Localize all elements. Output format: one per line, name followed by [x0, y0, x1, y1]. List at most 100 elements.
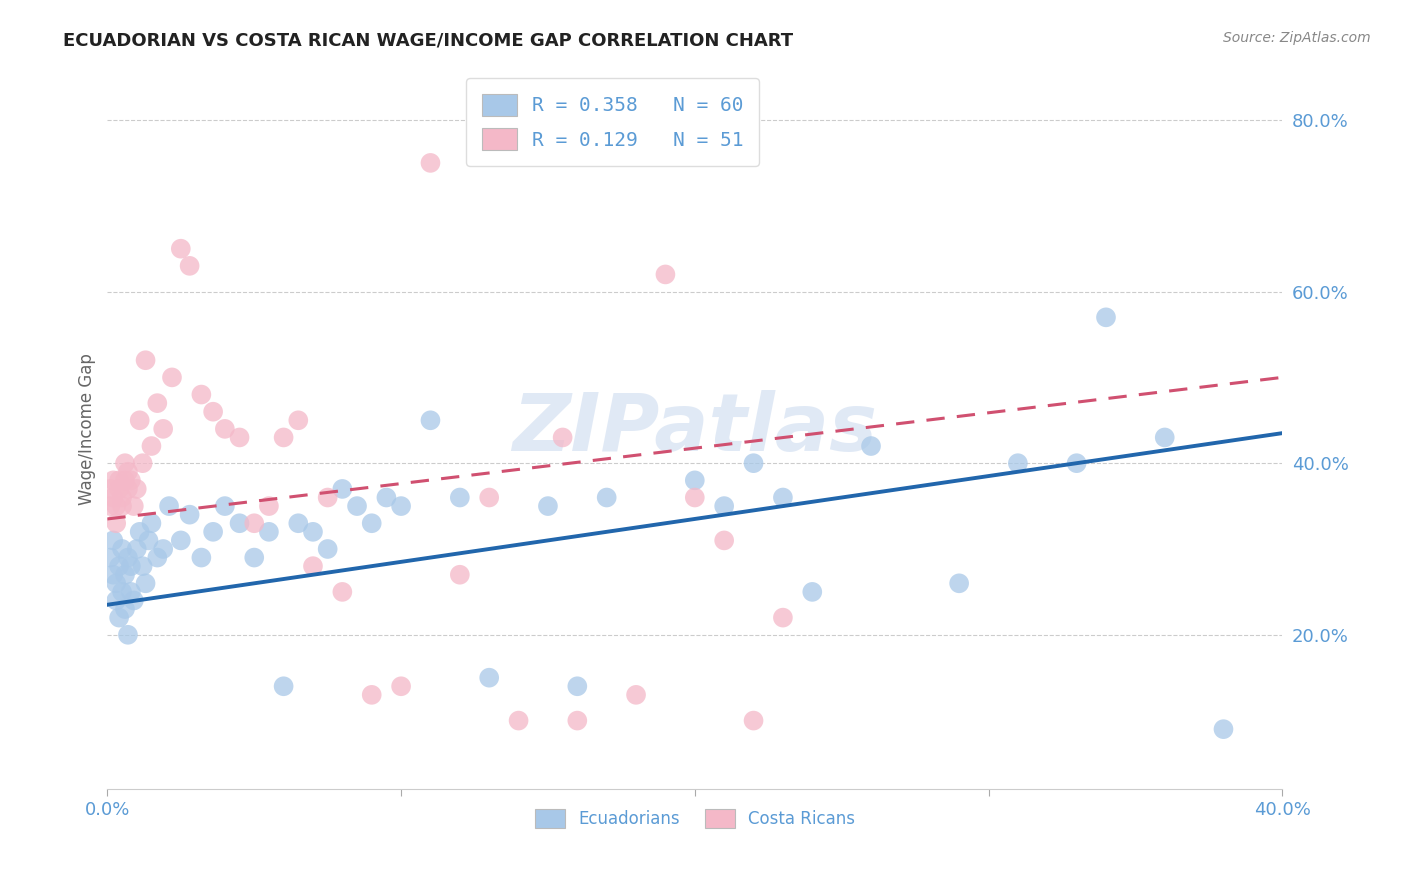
Point — [125, 541, 148, 556]
Point — [114, 474, 136, 488]
Point — [257, 524, 280, 539]
Point — [389, 499, 412, 513]
Point — [160, 370, 183, 384]
Point — [103, 567, 125, 582]
Point — [103, 533, 125, 548]
Point — [1153, 430, 1175, 444]
Point — [346, 499, 368, 513]
Point — [654, 268, 676, 282]
Text: ECUADORIAN VS COSTA RICAN WAGE/INCOME GAP CORRELATION CHART: ECUADORIAN VS COSTA RICAN WAGE/INCOME GA… — [63, 31, 793, 49]
Point — [624, 688, 647, 702]
Point — [114, 567, 136, 582]
Point — [98, 499, 121, 513]
Point — [683, 474, 706, 488]
Point — [114, 456, 136, 470]
Point — [190, 387, 212, 401]
Point — [131, 456, 153, 470]
Point — [111, 491, 134, 505]
Point — [683, 491, 706, 505]
Point — [170, 533, 193, 548]
Point — [138, 533, 160, 548]
Point — [152, 541, 174, 556]
Point — [202, 524, 225, 539]
Point — [302, 524, 325, 539]
Point — [713, 533, 735, 548]
Point — [120, 585, 142, 599]
Text: ZIPatlas: ZIPatlas — [512, 390, 877, 468]
Point — [117, 628, 139, 642]
Point — [449, 567, 471, 582]
Point — [98, 482, 121, 496]
Legend: Ecuadorians, Costa Ricans: Ecuadorians, Costa Ricans — [529, 803, 862, 835]
Point — [114, 602, 136, 616]
Point — [108, 610, 131, 624]
Point — [228, 430, 250, 444]
Point — [108, 559, 131, 574]
Point — [128, 413, 150, 427]
Point — [228, 516, 250, 531]
Point — [302, 559, 325, 574]
Point — [122, 593, 145, 607]
Point — [287, 516, 309, 531]
Point — [105, 499, 128, 513]
Point — [128, 524, 150, 539]
Point — [316, 541, 339, 556]
Point — [316, 491, 339, 505]
Point — [103, 491, 125, 505]
Point — [478, 491, 501, 505]
Point — [375, 491, 398, 505]
Point — [105, 576, 128, 591]
Point — [330, 482, 353, 496]
Point — [419, 413, 441, 427]
Point — [214, 499, 236, 513]
Point — [111, 585, 134, 599]
Point — [273, 430, 295, 444]
Point — [330, 585, 353, 599]
Point — [772, 491, 794, 505]
Point — [713, 499, 735, 513]
Point — [1212, 722, 1234, 736]
Point — [117, 550, 139, 565]
Point — [103, 474, 125, 488]
Point — [105, 593, 128, 607]
Point — [179, 508, 201, 522]
Point — [772, 610, 794, 624]
Point — [360, 516, 382, 531]
Point — [801, 585, 824, 599]
Point — [190, 550, 212, 565]
Point — [120, 559, 142, 574]
Point — [135, 576, 157, 591]
Point — [1095, 310, 1118, 325]
Point — [243, 516, 266, 531]
Point — [146, 396, 169, 410]
Text: Source: ZipAtlas.com: Source: ZipAtlas.com — [1223, 31, 1371, 45]
Point — [108, 474, 131, 488]
Point — [419, 156, 441, 170]
Point — [117, 482, 139, 496]
Point — [595, 491, 617, 505]
Point — [146, 550, 169, 565]
Point — [117, 465, 139, 479]
Point — [389, 679, 412, 693]
Point — [360, 688, 382, 702]
Point — [111, 499, 134, 513]
Point — [105, 516, 128, 531]
Point — [214, 422, 236, 436]
Point — [108, 482, 131, 496]
Point — [742, 456, 765, 470]
Point — [98, 550, 121, 565]
Point — [157, 499, 180, 513]
Point — [742, 714, 765, 728]
Point — [1066, 456, 1088, 470]
Point — [135, 353, 157, 368]
Point — [449, 491, 471, 505]
Point — [120, 474, 142, 488]
Point — [537, 499, 560, 513]
Point — [141, 516, 163, 531]
Point — [551, 430, 574, 444]
Point — [478, 671, 501, 685]
Point — [202, 405, 225, 419]
Point — [179, 259, 201, 273]
Point — [111, 541, 134, 556]
Point — [122, 499, 145, 513]
